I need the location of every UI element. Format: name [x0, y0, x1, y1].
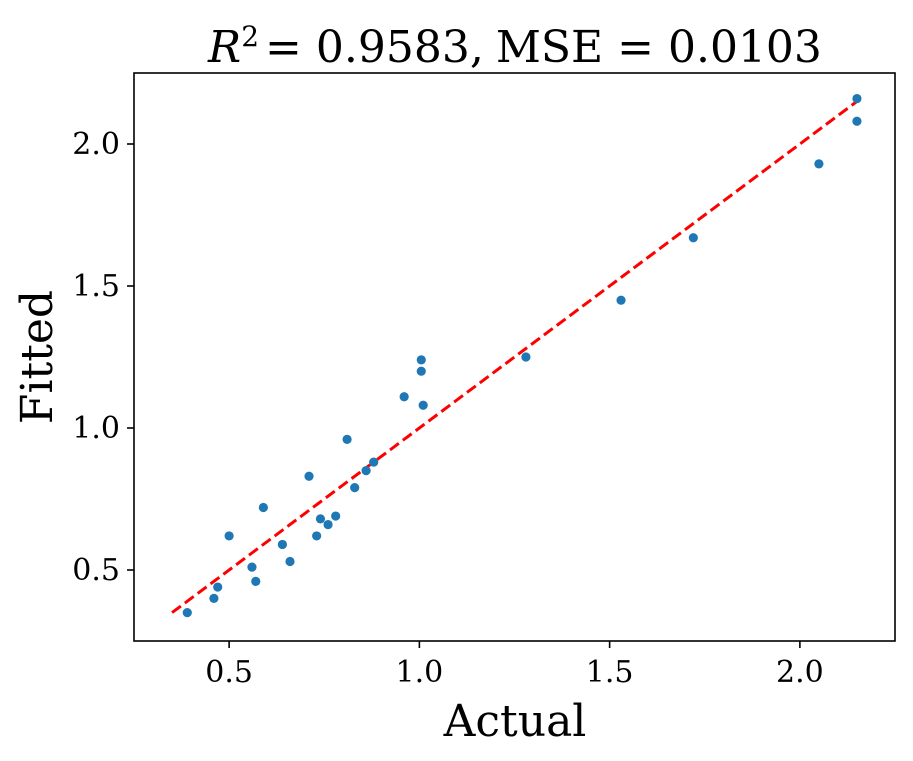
- data-point: [182, 608, 192, 618]
- x-axis: 0.5 1.0 1.5 2.0: [205, 641, 824, 690]
- data-point: [418, 400, 428, 410]
- data-point: [521, 352, 531, 362]
- data-point: [361, 466, 371, 476]
- data-point: [399, 392, 409, 402]
- data-point: [277, 539, 287, 550]
- data-point: [369, 457, 379, 467]
- data-point: [224, 531, 234, 541]
- chart-title: R2 = 0.9583, MSE = 0.0103: [207, 20, 822, 73]
- data-point: [209, 593, 219, 604]
- data-point: [315, 514, 326, 524]
- data-point: [304, 471, 314, 481]
- data-point: [852, 116, 862, 126]
- data-point: [852, 93, 862, 104]
- data-point: [350, 483, 360, 493]
- data-point: [251, 576, 261, 586]
- x-tick-label: 0.5: [205, 655, 253, 690]
- x-tick-label: 1.5: [586, 655, 634, 690]
- x-tick-label: 1.0: [396, 655, 444, 690]
- title-r-exponent: 2: [241, 20, 259, 53]
- data-point: [247, 562, 257, 572]
- data-point: [688, 233, 698, 243]
- data-point: [616, 295, 626, 305]
- data-point: [213, 582, 223, 592]
- data-point: [258, 502, 268, 513]
- data-point: [285, 556, 295, 567]
- title-r-symbol: R: [207, 22, 241, 73]
- data-point: [416, 366, 426, 376]
- y-tick-label: 0.5: [72, 553, 120, 588]
- x-axis-label: Actual: [443, 696, 587, 747]
- reference-line: [171, 100, 858, 614]
- data-point: [342, 434, 352, 444]
- title-r-value: = 0.9583,: [265, 22, 484, 73]
- data-point: [312, 531, 322, 541]
- data-point: [323, 519, 333, 530]
- y-tick-label: 1.5: [72, 269, 120, 304]
- reference-line-layer: [171, 100, 858, 614]
- y-axis: 0.5 1.0 1.5 2.0: [72, 127, 134, 588]
- y-axis-label: Fitted: [12, 290, 63, 424]
- title-mse: MSE = 0.0103: [496, 22, 822, 73]
- plot-frame: [133, 72, 896, 642]
- y-tick-label: 2.0: [72, 127, 120, 162]
- y-tick-label: 1.0: [72, 411, 120, 446]
- x-tick-label: 2.0: [776, 655, 824, 690]
- data-point: [416, 355, 426, 365]
- data-point: [814, 159, 824, 169]
- data-point: [331, 511, 341, 521]
- data-points: [182, 93, 862, 618]
